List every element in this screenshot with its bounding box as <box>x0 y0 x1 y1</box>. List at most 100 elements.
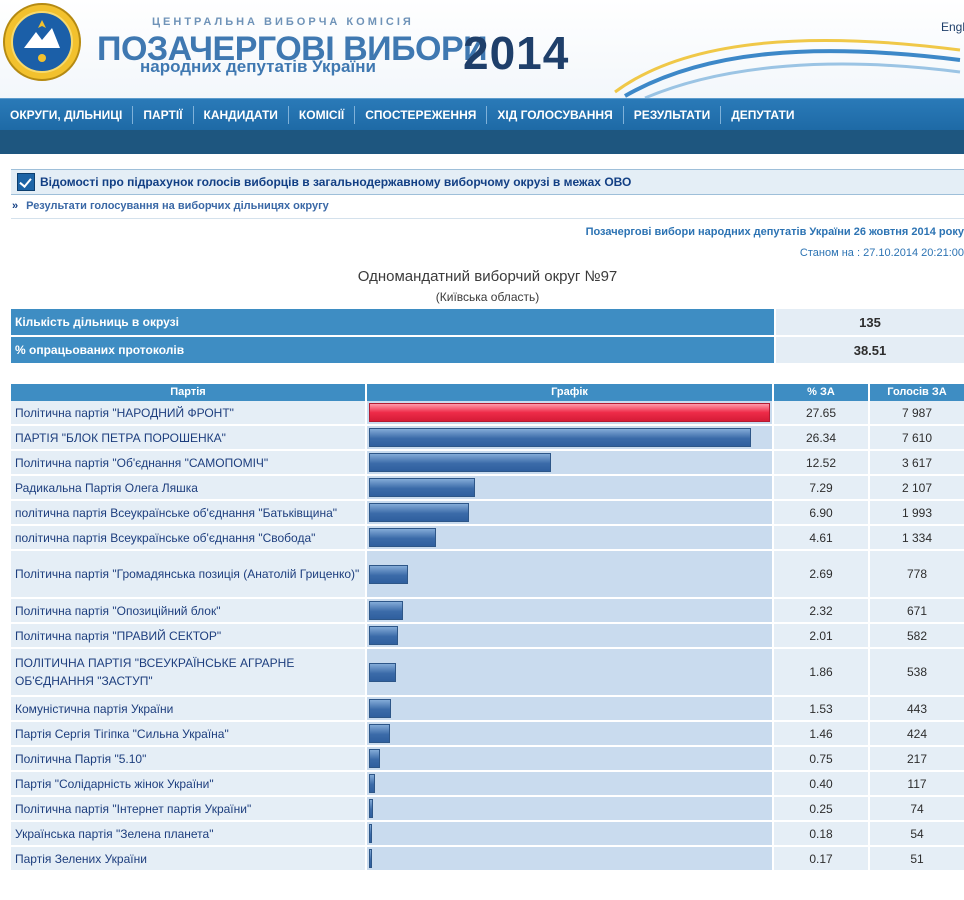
sub-nav-bar <box>0 130 964 154</box>
party-name: політична партія Всеукраїнське об'єднанн… <box>11 526 367 549</box>
vote-bar <box>369 849 372 868</box>
bar-cell <box>367 624 774 647</box>
election-year: 2014 <box>463 27 570 79</box>
table-row: Українська партія "Зелена планета" 0.18 54 <box>11 822 964 847</box>
nav-item-districts[interactable]: ОКРУГИ, ДІЛЬНИЦІ <box>0 105 134 124</box>
nav-item-observation[interactable]: СПОСТЕРЕЖЕННЯ <box>355 105 488 124</box>
election-title: Позачергові вибори народних депутатів Ук… <box>585 226 964 238</box>
table-row: Радикальна Партія Олега Ляшка 7.29 2 107 <box>11 476 964 501</box>
bar-cell <box>367 747 774 770</box>
main-nav: ОКРУГИ, ДІЛЬНИЦІ ПАРТІЇ КАНДИДАТИ КОМІСІ… <box>0 98 964 130</box>
table-row: Політична партія "ПРАВИЙ СЕКТОР" 2.01 582 <box>11 624 964 649</box>
table-row: Партія Сергія Тігіпка "Сильна Україна" 1.… <box>11 722 964 747</box>
cvk-emblem-icon[interactable] <box>2 2 82 82</box>
nav-item-candidates[interactable]: КАНДИДАТИ <box>194 105 289 124</box>
vote-bar <box>369 749 380 768</box>
bar-cell <box>367 697 774 720</box>
vote-count: 424 <box>870 722 964 745</box>
bar-cell <box>367 599 774 622</box>
party-name: Партія "Солідарність жінок України" <box>11 772 367 795</box>
vote-count: 582 <box>870 624 964 647</box>
vote-bar <box>369 662 396 682</box>
vote-count: 117 <box>870 772 964 795</box>
vote-bar <box>369 824 372 843</box>
bar-cell <box>367 451 774 474</box>
party-name: Політична партія "Опозиційний блок" <box>11 599 367 622</box>
vote-percent: 0.18 <box>774 822 870 845</box>
vote-percent: 2.01 <box>774 624 870 647</box>
party-name: Комуністична партія України <box>11 697 367 720</box>
vote-percent: 0.75 <box>774 747 870 770</box>
section-header: Відомості про підрахунок голосів виборці… <box>11 169 964 195</box>
bar-cell <box>367 722 774 745</box>
summary-value: 38.51 <box>776 337 964 364</box>
vote-count: 2 107 <box>870 476 964 499</box>
nav-item-results[interactable]: РЕЗУЛЬТАТИ <box>624 105 722 124</box>
table-row: ПОЛІТИЧНА ПАРТІЯ "ВСЕУКРАЇНСЬКЕ АГРАРНЕ … <box>11 649 964 697</box>
vote-bar <box>369 799 373 818</box>
table-row: Політична партія "Громадянська позиція (… <box>11 551 964 599</box>
bar-cell <box>367 526 774 549</box>
section-title: Відомості про підрахунок голосів виборці… <box>40 175 632 189</box>
nav-item-voting-progress[interactable]: ХІД ГОЛОСУВАННЯ <box>487 105 624 124</box>
vote-bar <box>369 403 770 422</box>
vote-bar <box>369 528 436 547</box>
column-header-pct: % ЗА <box>774 384 870 401</box>
table-row: Партія Зелених України 0.17 51 <box>11 847 964 872</box>
district-name: Одномандатний виборчий округ №97 <box>357 268 618 285</box>
language-link[interactable]: English <box>941 20 964 34</box>
vote-bar <box>369 601 403 620</box>
nav-item-deputies[interactable]: ДЕПУТАТИ <box>731 107 795 122</box>
vote-bar <box>369 428 751 447</box>
bar-cell <box>367 822 774 845</box>
vote-bar <box>369 564 408 584</box>
nav-item-parties[interactable]: ПАРТІЇ <box>133 105 194 124</box>
vote-percent: 2.69 <box>774 551 870 597</box>
summary-label: Кількість дільниць в окрузі <box>11 309 774 336</box>
vote-bar <box>369 453 551 472</box>
summary-value: 135 <box>776 309 964 336</box>
table-row: Політична партія "Опозиційний блок" 2.32 6… <box>11 599 964 624</box>
breadcrumb: » Результати голосування на виборчих діль… <box>12 200 329 212</box>
table-body: Політична партія "НАРОДНИЙ ФРОНТ" 27.65 7 … <box>11 401 964 872</box>
vote-percent: 2.32 <box>774 599 870 622</box>
party-name: Партія Сергія Тігіпка "Сильна Україна" <box>11 722 367 745</box>
party-name: Українська партія "Зелена планета" <box>11 822 367 845</box>
column-header-graph: Графік <box>367 384 774 401</box>
bar-cell <box>367 426 774 449</box>
page-title: ПОЗАЧЕРГОВІ ВИБОРИ <box>97 30 488 68</box>
table-row: Політична партія "Об'єднання "САМОПОМІЧ"… <box>11 451 964 476</box>
vote-bar <box>369 626 398 645</box>
bar-cell <box>367 401 774 424</box>
vote-count: 7 987 <box>870 401 964 424</box>
vote-percent: 0.40 <box>774 772 870 795</box>
party-name: політична партія Всеукраїнське об'єднанн… <box>11 501 367 524</box>
vote-bar <box>369 724 390 743</box>
party-name: ПАРТІЯ "БЛОК ПЕТРА ПОРОШЕНКА" <box>11 426 367 449</box>
vote-percent: 12.52 <box>774 451 870 474</box>
breadcrumb-link[interactable]: Результати голосування на виборчих дільн… <box>26 200 329 212</box>
bar-cell <box>367 797 774 820</box>
commission-name: ЦЕНТРАЛЬНА ВИБОРЧА КОМІСІЯ <box>152 16 414 28</box>
vote-count: 778 <box>870 551 964 597</box>
vote-count: 3 617 <box>870 451 964 474</box>
party-name: Політична партія "ПРАВИЙ СЕКТОР" <box>11 624 367 647</box>
summary-row-stations: Кількість дільниць в окрузі 135 <box>11 309 964 336</box>
bar-cell <box>367 772 774 795</box>
party-name: Політична партія "Громадянська позиція (… <box>11 551 367 597</box>
vote-count: 1 334 <box>870 526 964 549</box>
party-name: ПОЛІТИЧНА ПАРТІЯ "ВСЕУКРАЇНСЬКЕ АГРАРНЕ … <box>11 649 367 695</box>
results-table: Партія Графік % ЗА Голосів ЗА Політична … <box>11 384 964 872</box>
vote-count: 51 <box>870 847 964 870</box>
vote-percent: 1.46 <box>774 722 870 745</box>
table-row: Комуністична партія України 1.53 443 <box>11 697 964 722</box>
chevron-right-icon: » <box>12 200 19 212</box>
bar-cell <box>367 649 774 695</box>
vote-count: 671 <box>870 599 964 622</box>
bar-cell <box>367 501 774 524</box>
nav-item-commissions[interactable]: КОМІСІЇ <box>289 105 356 124</box>
column-header-votes: Голосів ЗА <box>887 386 947 398</box>
vote-percent: 4.61 <box>774 526 870 549</box>
vote-count: 1 993 <box>870 501 964 524</box>
divider <box>11 218 964 219</box>
